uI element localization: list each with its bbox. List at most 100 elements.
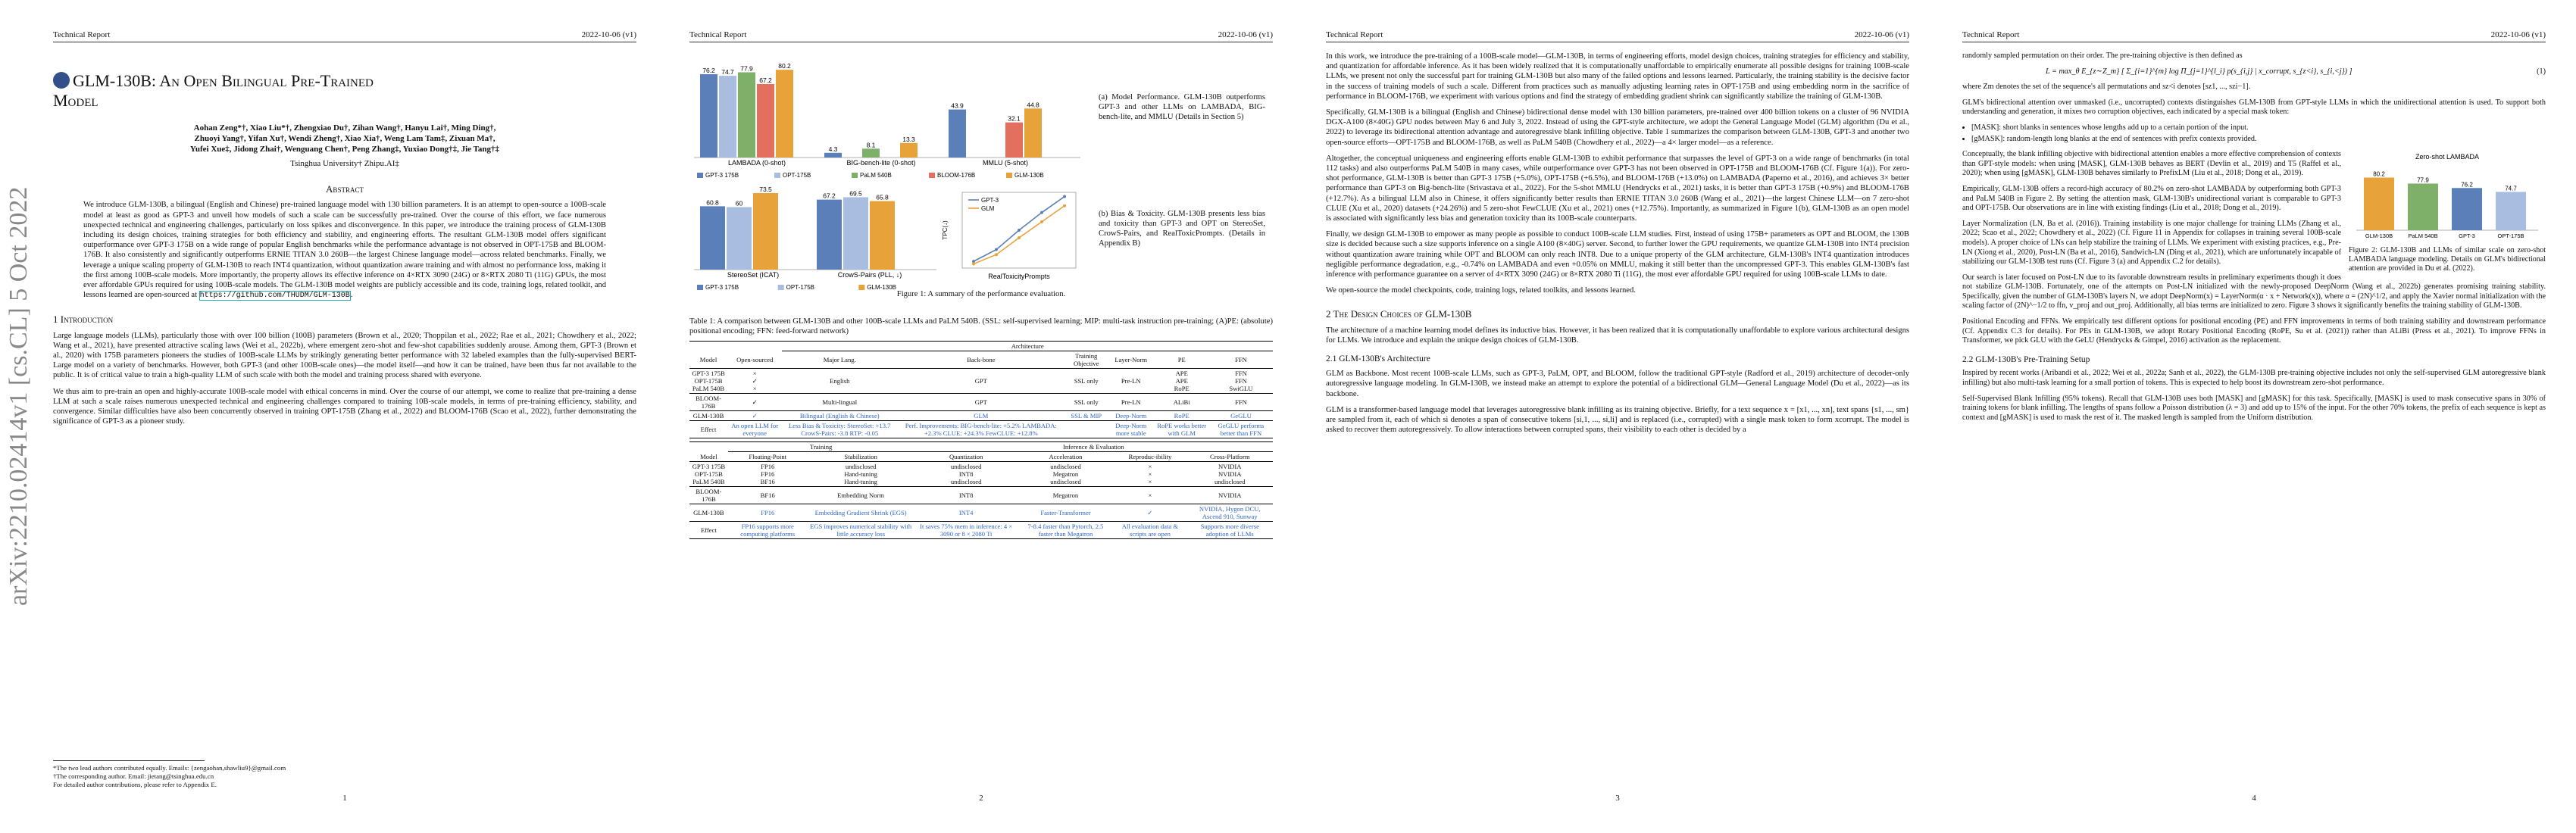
page-4: Technical Report 2022-10-06 (v1) randomly… (1955, 0, 2553, 833)
legend-entry: GLM (981, 205, 995, 212)
table-cell: GPT (897, 368, 1065, 394)
point (995, 248, 998, 251)
table-cell: Deep-Norm (1107, 410, 1155, 421)
paragraph: randomly sampled permutation on their or… (1962, 51, 2243, 60)
table-row: Effect An open LLM for everyone Less Bias … (689, 420, 1273, 438)
table-cell: 7-8.4 faster than Pytorch, 2.5 faster th… (1018, 521, 1114, 539)
legend-entry: GPT-3 175B (705, 172, 739, 179)
bar (862, 148, 880, 158)
column-header: Stabilization (807, 451, 914, 462)
paragraph: Layer Normalization (LN, Ba et al. (2016… (1962, 219, 2341, 267)
data-label: 8.1 (867, 141, 876, 148)
github-link[interactable]: https://github.com/THUDM/GLM-130B (199, 291, 351, 301)
column-header: Cross-Platform (1186, 451, 1273, 462)
section-2-heading: 2 The Design Choices of GLM-130B (1326, 308, 1472, 320)
tick-label: PaLM 540B (2408, 232, 2437, 239)
paragraph: Inspired by recent works (Aribandi et al… (1962, 369, 2546, 388)
bar (700, 206, 725, 270)
table-cell: GeGLU performs better than FFN (1208, 420, 1273, 438)
table-cell: Effect (689, 521, 728, 539)
table-cell: Bilingual (English & Chinese) (782, 410, 898, 421)
data-label: 80.2 (778, 62, 791, 70)
paragraph: Specifically, GLM-130B is a bilingual (E… (1326, 108, 1909, 147)
bar (727, 207, 752, 270)
legend-entry: GLM-130B (1014, 172, 1044, 179)
point (1040, 220, 1043, 223)
table-cell: SSL & MIP (1064, 410, 1108, 421)
figure-2: Zero-shot LAMBADA 80.2 GLM-130B 77.9 PaLM 54… (2349, 151, 2546, 273)
paragraph: Empirically, GLM-130B offers a record-hi… (1962, 184, 2341, 213)
page-number: 3 (1615, 794, 1620, 803)
table-cell: BLOOM-176B (689, 393, 728, 411)
column-header: Floating-Point (727, 451, 808, 462)
table-cell: APE APE RoPE (1154, 368, 1209, 394)
bar (2408, 183, 2438, 231)
running-header: Technical Report 2022-10-06 (v1) (1326, 30, 1909, 42)
data-label: 67.2 (759, 76, 772, 84)
page-number: 1 (342, 794, 347, 803)
page-number: 2 (979, 794, 983, 803)
data-label: 60.8 (706, 198, 719, 206)
table-cell: EGS improves numerical stability with li… (807, 521, 914, 539)
bar (753, 192, 778, 270)
table-row: GPT-3 175B OPT-175B PaLM 540B × ✓ × Englis… (689, 368, 1273, 394)
glm-logo-icon (53, 72, 70, 89)
data-label: 74.7 (721, 68, 734, 76)
header-left: Technical Report (53, 30, 111, 39)
table-cell: GLM-130B (689, 504, 728, 522)
page-4-body: randomly sampled permutation on their or… (1962, 51, 2546, 429)
table-cell: NVIDIA, Hygon DCU, Ascend 910, Sunway (1186, 504, 1273, 522)
y-axis-label: TPC(↓) (942, 220, 949, 240)
figure-1b-caption: (b) Bias & Toxicity. GLM-130B presents l… (1099, 210, 1265, 248)
figure-1-caption: Figure 1: A summary of the performance e… (896, 290, 1066, 298)
table-cell: Effect (689, 420, 728, 438)
legend-entry: BLOOM-176B (937, 172, 975, 179)
legend-swatch (774, 173, 780, 178)
architecture-table: Architecture Model Open-sourced Major Lang… (689, 341, 1273, 438)
table-cell: GLM (897, 410, 1065, 421)
page-2-body: 76.2 74.7 77.9 67.2 80.2 LAMBADA (0-shot) 4.3 8… (689, 51, 1273, 539)
table-cell: Megatron (1018, 486, 1114, 504)
data-label: 77.9 (2417, 177, 2429, 184)
bar (824, 152, 842, 158)
page-number: 4 (2252, 794, 2256, 803)
tick-label: MMLU (5-shot) (983, 159, 1028, 167)
paragraph: where Zm denotes the set of the sequence… (1962, 83, 2251, 92)
table-cell: It saves 75% mem in inference: 4 × 3090 … (914, 521, 1018, 539)
point (1018, 236, 1021, 239)
table-cell: NVIDIA NVIDIA undisclosed (1186, 461, 1273, 487)
table-cell: Pre-LN (1107, 393, 1155, 411)
list-item: [gMASK]: random-length long blanks at th… (1971, 135, 2546, 145)
column-header: Back-bone (897, 351, 1065, 369)
figure-2-caption: Figure 2: GLM-130B and LLMs of similar s… (2349, 245, 2546, 273)
table-cell: FFN FFN SwiGLU (1208, 368, 1273, 394)
table-cell: × (1113, 486, 1187, 504)
table-cell: FP16 FP16 BF16 (727, 461, 808, 487)
bar (757, 83, 774, 158)
data-label: 73.5 (759, 186, 772, 193)
data-label: 80.2 (2373, 171, 2385, 178)
data-label: 74.7 (2505, 186, 2517, 192)
table-cell: An open LLM for everyone (727, 420, 783, 438)
paragraph: In this work, we introduce the pre-train… (1326, 52, 1909, 101)
data-label: 67.2 (823, 192, 836, 200)
mask-list: [MASK]: short blanks in sentences whose … (1971, 123, 2546, 144)
equation-1: L = max_θ E_{z∼Z_m} [ Σ_{i=1}^{m} log Π_… (2046, 67, 2546, 76)
tick-label: GPT-3 (2459, 232, 2475, 239)
bar (817, 199, 842, 270)
paragraph: Our search is later focused on Post-LN d… (1962, 273, 2546, 310)
point (1063, 204, 1066, 207)
table-row: GLM-130B FP16 Embedding Gradient Shrink (E… (689, 504, 1273, 522)
tick-label: OPT-175B (2497, 232, 2524, 239)
legend-swatch (852, 173, 858, 178)
table-cell: undisclosed Megatron undisclosed (1018, 461, 1114, 487)
column-header: Quantization (914, 451, 1018, 462)
data-label: 77.9 (740, 64, 753, 72)
data-label: 69.5 (849, 189, 862, 197)
paragraph: GLM as Backbone. Most recent 100B-scale … (1326, 370, 1909, 398)
point (1040, 211, 1043, 214)
table-cell: Deep-Norm more stable (1107, 420, 1155, 438)
table-cell: RoPE works better with GLM (1154, 420, 1209, 438)
tick-label: CrowS-Pairs (PLL, ↓) (838, 271, 902, 279)
paragraph: Self-Supervised Blank Infilling (95% tok… (1962, 394, 2546, 422)
